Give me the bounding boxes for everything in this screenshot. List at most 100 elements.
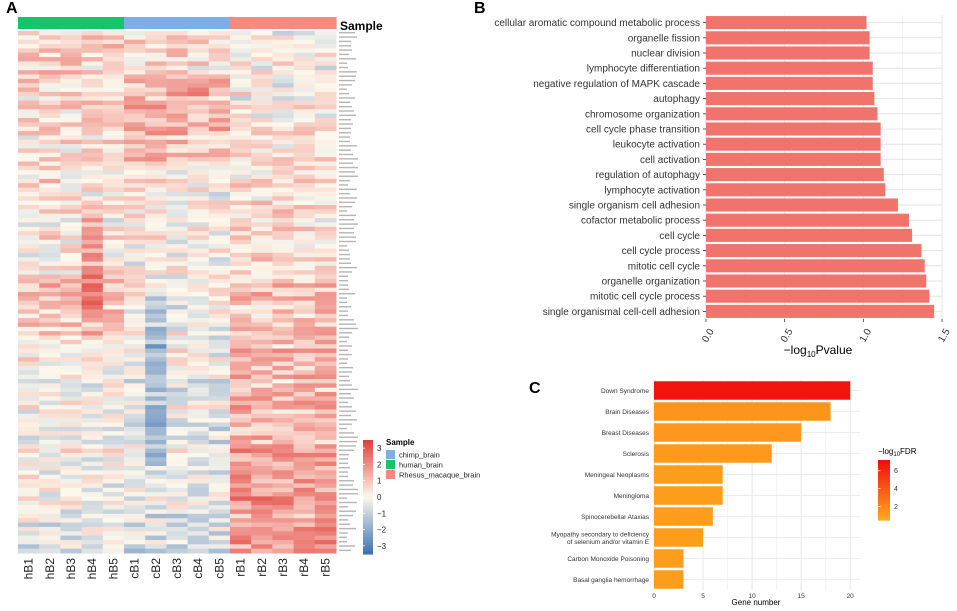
heatmap-cell — [251, 83, 273, 89]
column-label-rB1: rB1 — [234, 558, 248, 577]
heatmap-cell — [314, 165, 337, 171]
heatmap-cell — [102, 165, 125, 171]
annotation-cell-cB3 — [166, 17, 189, 29]
heatmap-cell — [60, 170, 83, 176]
heatmap-cell — [39, 270, 61, 276]
heatmap-cell — [251, 31, 273, 36]
heatmap-cell — [124, 548, 146, 554]
legend-gradient-step — [878, 470, 890, 473]
heatmap-cell — [39, 522, 61, 528]
heatmap-cell — [230, 535, 252, 541]
heatmap-cell — [314, 83, 337, 89]
heatmap-cell — [251, 109, 273, 115]
heatmap-cell — [230, 139, 252, 145]
heatmap-cell — [314, 109, 337, 115]
heatmap-cell — [272, 235, 295, 241]
heatmap-cell — [60, 222, 83, 228]
heatmap-cell — [293, 135, 316, 141]
bar-5 — [654, 465, 723, 484]
heatmap-cell — [124, 265, 146, 271]
heatmap-cell — [230, 296, 252, 302]
column-label-hB2: hB2 — [43, 558, 57, 580]
row-label-mark — [339, 171, 355, 173]
heatmap-cell — [314, 379, 337, 384]
heatmap-cell — [124, 113, 146, 119]
heatmap-cell — [145, 418, 167, 423]
heatmap-cell — [124, 187, 146, 193]
heatmap-cell — [18, 444, 40, 450]
heatmap-cell — [208, 126, 231, 132]
heatmap-cell — [314, 544, 337, 550]
heatmap-cell — [60, 448, 83, 454]
legend-gradient-step — [878, 514, 890, 517]
heatmap-cell — [102, 448, 125, 454]
heatmap-cell — [60, 309, 83, 315]
heatmap-cell — [314, 231, 337, 236]
heatmap-cell — [314, 374, 337, 380]
heatmap-cell — [272, 352, 295, 358]
heatmap-cell — [60, 48, 83, 54]
heatmap-cell — [145, 283, 167, 289]
heatmap-cell — [39, 104, 61, 110]
column-label-cB2: cB2 — [149, 558, 163, 579]
heatmap-cell — [251, 261, 273, 267]
color-scale-step — [363, 494, 373, 498]
color-scale-label: −1 — [377, 509, 387, 518]
heatmap-cell — [187, 396, 210, 402]
heatmap-cell — [314, 96, 337, 102]
annotation-cell-hB4 — [81, 17, 104, 29]
heatmap-cell — [81, 165, 104, 171]
heatmap-cell — [124, 96, 146, 102]
heatmap-cell — [145, 126, 167, 132]
color-scale-step — [363, 531, 373, 535]
row-label-mark — [339, 540, 347, 543]
x-tick-labels: 0.0 0.5 1.0 1.5 — [700, 319, 953, 345]
heatmap-cell — [187, 283, 210, 289]
heatmap-cell — [187, 300, 210, 306]
heatmap-cell — [314, 65, 337, 71]
heatmap-cell — [272, 300, 295, 306]
heatmap-cell — [166, 379, 189, 384]
heatmap-cell — [60, 104, 83, 110]
heatmap-cell — [60, 413, 83, 419]
heatmap-cell — [251, 326, 273, 332]
heatmap-cell — [18, 300, 40, 306]
heatmap-cell — [187, 96, 210, 102]
heatmap-cell — [208, 257, 231, 263]
column-label-hB4: hB4 — [85, 558, 99, 580]
heatmap-cell — [230, 65, 252, 71]
heatmap-cell — [102, 439, 125, 445]
heatmap-cell — [124, 309, 146, 315]
heatmap-cell — [230, 187, 252, 193]
heatmap-cell — [145, 209, 167, 215]
legend-gradient-step — [878, 476, 890, 479]
heatmap-cell — [208, 383, 231, 389]
heatmap-cell — [208, 200, 231, 206]
heatmap-cell — [81, 331, 104, 336]
heatmap-cell — [60, 61, 83, 67]
heatmap-cell — [18, 48, 40, 54]
heatmap-cell — [18, 309, 40, 315]
heatmap-cell — [39, 61, 61, 67]
heatmap-cell — [60, 31, 83, 36]
heatmap-cell — [39, 57, 61, 62]
heatmap-cell — [60, 283, 83, 289]
heatmap-cell — [166, 200, 189, 206]
heatmap-cell — [39, 83, 61, 89]
heatmap-cell — [145, 70, 167, 75]
heatmap-cell — [314, 222, 337, 228]
heatmap-cell — [60, 296, 83, 302]
category-label-14: cofactor metabolic process — [581, 216, 700, 227]
heatmap-cell — [60, 78, 83, 84]
row-label-mark — [339, 327, 358, 330]
heatmap-cell — [81, 191, 104, 197]
heatmap-cell — [314, 513, 337, 519]
heatmap-cell — [314, 152, 337, 158]
heatmap-cell — [314, 265, 337, 271]
heatmap-cell — [251, 244, 273, 249]
heatmap-cell — [230, 396, 252, 402]
heatmap-cell — [230, 270, 252, 276]
heatmap-cell — [39, 109, 61, 115]
heatmap-cell — [251, 548, 273, 554]
heatmap-cell — [293, 152, 316, 158]
